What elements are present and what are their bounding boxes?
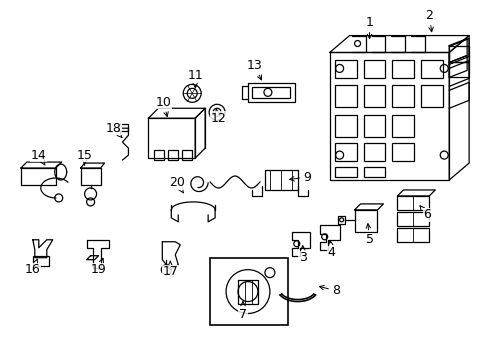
Bar (363, 115, 385, 137)
Text: 13: 13 (246, 59, 262, 80)
Bar (363, 143, 385, 161)
Bar (334, 85, 356, 107)
Text: 12: 12 (210, 108, 225, 125)
Bar (334, 167, 356, 177)
Bar (182, 150, 192, 160)
Bar (334, 115, 356, 137)
Text: 14: 14 (31, 149, 46, 165)
Bar (392, 115, 413, 137)
Text: 10: 10 (155, 96, 171, 117)
Text: 3: 3 (298, 246, 306, 264)
Bar (363, 60, 385, 78)
Bar (363, 85, 385, 107)
Bar (210, 258, 287, 325)
Bar (421, 60, 442, 78)
Bar (392, 143, 413, 161)
Bar (421, 85, 442, 107)
Bar (397, 228, 428, 242)
Bar (168, 150, 178, 160)
Text: 7: 7 (239, 301, 246, 321)
Text: 6: 6 (419, 206, 430, 221)
Text: 19: 19 (90, 258, 106, 276)
Bar (397, 212, 428, 226)
Text: 8: 8 (319, 284, 339, 297)
Text: 11: 11 (187, 69, 203, 87)
Text: 15: 15 (77, 149, 92, 165)
Text: 20: 20 (169, 176, 185, 193)
Bar (363, 167, 385, 177)
Text: 18: 18 (105, 122, 122, 138)
Text: 5: 5 (365, 224, 373, 246)
Bar (448, 45, 468, 62)
Bar (392, 60, 413, 78)
Text: 4: 4 (327, 240, 335, 259)
Text: 17: 17 (162, 261, 178, 278)
Text: 1: 1 (365, 16, 373, 39)
Bar (118, 124, 128, 131)
Bar (154, 150, 164, 160)
Bar (397, 196, 428, 210)
Bar (448, 62, 468, 77)
Text: 16: 16 (25, 259, 41, 276)
Bar (392, 85, 413, 107)
Bar (334, 143, 356, 161)
Text: 9: 9 (289, 171, 310, 184)
Text: 2: 2 (425, 9, 432, 32)
Bar (33, 256, 49, 266)
Bar (334, 60, 356, 78)
Bar (251, 87, 289, 98)
